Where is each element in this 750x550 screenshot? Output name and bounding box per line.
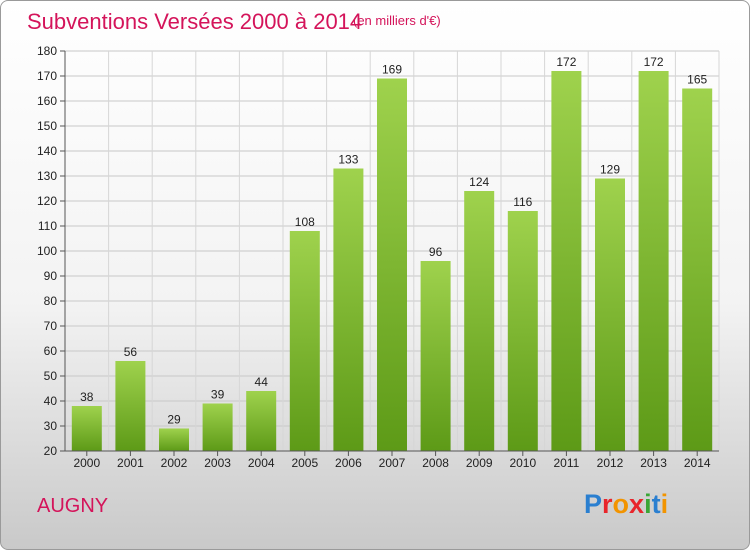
data-label: 116 [513,195,532,209]
logo-letter: i [660,489,669,519]
y-tick-label: 40 [44,394,58,408]
bar [551,71,582,451]
data-label: 165 [687,73,707,87]
y-tick-label: 60 [44,344,58,358]
data-label: 133 [338,153,358,167]
proxiti-logo: Proxiti [584,489,668,520]
labels: 20 30 40 50 60 70 80 90 100 110 120 130 140 150 160 170… [37,44,711,470]
y-tick-label: 110 [38,219,57,233]
bar [595,178,625,451]
logo-letter: x [629,489,645,519]
x-tick-label: 2011 [553,456,579,470]
bar [202,403,233,451]
x-tick-label: 2013 [640,456,667,470]
bar [115,361,146,451]
logo-letter: t [651,489,661,519]
x-tick-label: 2008 [422,456,449,470]
y-tick-label: 150 [37,119,57,133]
y-tick-label: 90 [44,269,58,283]
bar [420,261,451,451]
data-label: 124 [469,175,489,189]
bar [333,168,364,451]
data-label: 38 [80,390,94,404]
data-label: 172 [644,55,664,69]
logo-letter: i [644,489,652,519]
y-tick-label: 50 [44,369,58,383]
y-tick-label: 130 [37,169,57,183]
y-tick-label: 160 [37,94,57,108]
bar [464,191,495,451]
bar [71,406,102,451]
data-label: 129 [600,163,620,177]
y-tick-label: 100 [37,244,57,258]
axes [60,50,719,456]
y-tick-label: 170 [37,69,57,83]
y-tick-label: 30 [44,419,58,433]
logo-letter: o [612,489,630,519]
y-tick-label: 120 [37,194,57,208]
bar [377,78,407,451]
x-tick-label: 2002 [161,456,188,470]
x-tick-label: 2004 [248,456,275,470]
bar [289,231,320,451]
data-label: 44 [255,375,269,389]
x-tick-label: 2005 [291,456,318,470]
x-tick-label: 2007 [379,456,406,470]
x-tick-label: 2006 [335,456,362,470]
commune-name: AUGNY [37,495,109,517]
x-tick-label: 2014 [684,456,711,470]
bar [159,428,189,451]
data-label: 29 [167,413,181,427]
y-tick-label: 20 [44,444,58,458]
bar [682,88,713,451]
data-label: 172 [556,55,576,69]
logo-letter: r [602,489,613,519]
x-tick-label: 2010 [509,456,536,470]
bar [507,211,538,451]
chart-subtitle: (en milliers d'€) [353,13,441,28]
x-tick-label: 2009 [466,456,493,470]
x-tick-label: 2003 [204,456,231,470]
x-tick-label: 2012 [597,456,624,470]
x-tick-label: 2000 [73,456,100,470]
chart-title: Subventions Versées 2000 à 2014 [27,9,363,34]
y-tick-label: 140 [37,144,57,158]
data-label: 169 [382,63,402,77]
logo-letter: P [584,489,603,519]
data-label: 56 [124,345,138,359]
y-tick-label: 70 [44,319,58,333]
data-label: 108 [295,215,315,229]
y-tick-label: 80 [44,294,58,308]
data-label: 96 [429,245,443,259]
x-tick-label: 2001 [117,456,144,470]
bar [246,391,277,451]
data-label: 39 [211,388,225,402]
y-tick-label: 180 [37,44,57,58]
bar [638,71,669,451]
bars [71,71,713,451]
